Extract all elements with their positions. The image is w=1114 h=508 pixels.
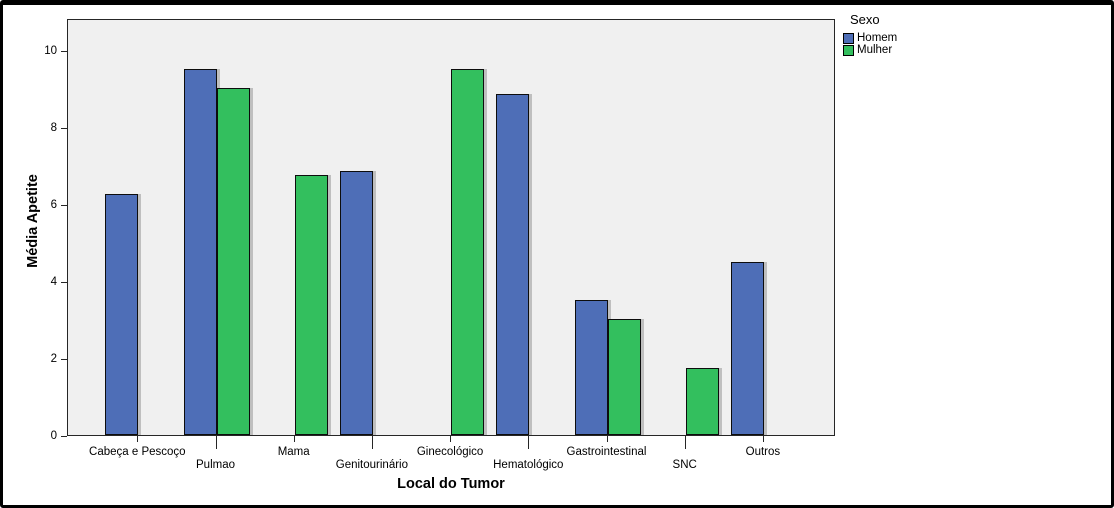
y-tick-mark [61,204,67,206]
bar-homem-6 [574,300,608,435]
x-tick-mark [450,436,452,442]
legend-item-homem: Homem [843,32,898,44]
y-tick-label: 0 [50,430,57,442]
x-tick-mark [606,436,608,442]
x-category-label: SNC [672,459,697,471]
x-axis-title: Local do Tumor [397,476,505,492]
x-tick-mark [293,436,295,442]
y-tick-label: 8 [50,121,57,134]
x-category-label: Mama [277,446,310,458]
y-tick-mark [61,358,67,360]
y-tick-mark [61,281,67,283]
bar-homem-8 [730,262,764,435]
legend-item-mulher: Mulher [843,44,897,56]
y-axis-title: Média Apetite [25,174,41,268]
x-category-label: Hematológico [493,459,564,471]
x-tick-mark [215,436,217,449]
legend-item-label: Mulher [857,44,893,56]
bar-homem-0 [105,194,139,435]
y-tick-label: 6 [50,198,57,211]
legend-items: Homem Mulher [843,32,898,56]
x-category-label: Genitourinário [335,459,408,471]
y-tick-mark [61,50,67,52]
y-tick-label: 2 [50,352,57,365]
bar-mulher-2 [294,175,328,435]
x-tick-mark [137,436,139,442]
bar-mulher-7 [685,368,719,435]
legend: Sexo Homem Mulher [843,12,897,57]
legend-swatch-mulher [843,45,854,56]
x-tick-mark [762,436,764,442]
x-tick-mark [371,436,373,449]
y-tick-mark [61,436,67,437]
bar-mulher-1 [216,88,250,435]
legend-title: Sexo [850,12,880,27]
bar-homem-1 [183,69,217,435]
x-category-label: Ginecológico [416,446,484,458]
bar-mulher-4 [451,69,485,435]
x-category-label: Cabeça e Pescoço [89,446,186,458]
legend-swatch-homem [843,33,854,44]
y-tick-label: 4 [50,275,57,288]
x-category-label: Outros [745,446,781,458]
legend-item-label: Homem [857,32,898,44]
y-tick-label: 10 [44,44,57,57]
x-tick-mark [684,436,686,449]
y-tick-mark [61,127,67,129]
plot-area [67,19,835,436]
x-tick-mark [528,436,530,449]
bar-mulher-6 [607,319,641,435]
bar-homem-5 [496,94,530,435]
bar-homem-3 [339,171,373,435]
x-category-label: Gastrointestinal [566,446,647,458]
x-category-label: Pulmao [196,459,235,471]
